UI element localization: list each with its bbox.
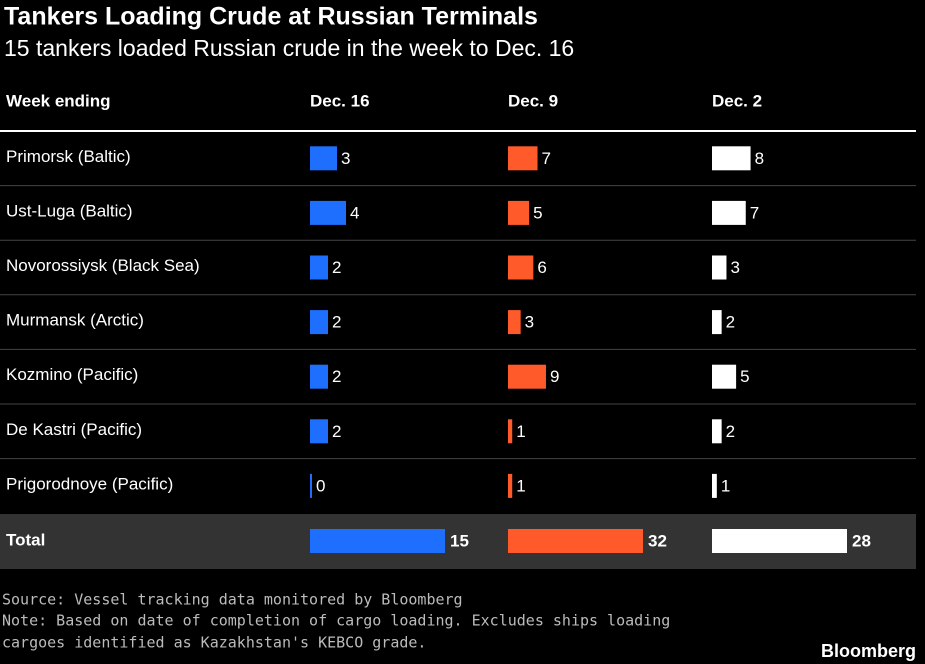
column-header: Dec. 2 xyxy=(712,91,762,110)
total-label: Total xyxy=(6,530,45,549)
bar xyxy=(712,146,751,171)
value-label: 0 xyxy=(316,476,325,495)
bar xyxy=(310,364,328,389)
bar xyxy=(310,255,328,280)
column-header: Dec. 16 xyxy=(310,91,370,110)
row-label: Primorsk (Baltic) xyxy=(6,147,131,166)
bar xyxy=(508,255,534,280)
note: cargoes identified as Kazakhstan's KEBCO… xyxy=(2,634,426,652)
total-bar xyxy=(712,529,847,553)
bar xyxy=(508,364,546,389)
chart-subtitle: 15 tankers loaded Russian crude in the w… xyxy=(4,35,574,61)
row-label: Prigorodnoye (Pacific) xyxy=(6,474,173,493)
value-label: 2 xyxy=(726,313,735,332)
value-label: 1 xyxy=(516,422,525,441)
row-label: Kozmino (Pacific) xyxy=(6,365,138,384)
value-label: 5 xyxy=(533,203,542,222)
row-label: Novorossiysk (Black Sea) xyxy=(6,256,200,275)
value-label: 9 xyxy=(550,367,559,386)
bar xyxy=(712,310,722,335)
total-value: 32 xyxy=(648,531,667,550)
value-label: 1 xyxy=(721,476,730,495)
value-label: 8 xyxy=(755,149,764,168)
bar xyxy=(508,310,521,335)
bar xyxy=(310,473,312,498)
value-label: 7 xyxy=(750,203,759,222)
bar xyxy=(310,310,328,335)
row-label: De Kastri (Pacific) xyxy=(6,420,142,439)
bar xyxy=(310,200,346,225)
value-label: 7 xyxy=(542,149,551,168)
bar xyxy=(310,146,337,171)
bar xyxy=(712,200,746,225)
value-label: 3 xyxy=(341,149,350,168)
value-label: 5 xyxy=(740,367,749,386)
value-label: 6 xyxy=(537,258,546,277)
bar xyxy=(310,419,328,444)
column-header: Dec. 9 xyxy=(508,91,558,110)
value-label: 2 xyxy=(332,313,341,332)
value-label: 2 xyxy=(726,422,735,441)
note: Note: Based on date of completion of car… xyxy=(2,612,670,630)
value-label: 3 xyxy=(525,313,534,332)
column-header: Week ending xyxy=(6,91,111,110)
bar xyxy=(508,419,513,444)
total-value: 28 xyxy=(852,531,871,550)
brand: Bloomberg xyxy=(821,641,916,661)
bar xyxy=(508,146,538,171)
value-label: 3 xyxy=(730,258,739,277)
bar xyxy=(712,419,722,444)
value-label: 4 xyxy=(350,203,359,222)
value-label: 2 xyxy=(332,367,341,386)
total-bar xyxy=(310,529,445,553)
bar xyxy=(712,364,737,389)
value-label: 2 xyxy=(332,422,341,441)
source: Source: Vessel tracking data monitored b… xyxy=(2,591,463,609)
value-label: 2 xyxy=(332,258,341,277)
value-label: 1 xyxy=(516,476,525,495)
bar xyxy=(712,255,727,280)
chart-title: Tankers Loading Crude at Russian Termina… xyxy=(4,3,538,31)
bar xyxy=(508,473,513,498)
total-value: 15 xyxy=(450,531,469,550)
bar xyxy=(508,200,530,225)
total-bar xyxy=(508,529,643,553)
row-label: Ust-Luga (Baltic) xyxy=(6,201,133,220)
row-label: Murmansk (Arctic) xyxy=(6,311,144,330)
bar xyxy=(712,473,717,498)
